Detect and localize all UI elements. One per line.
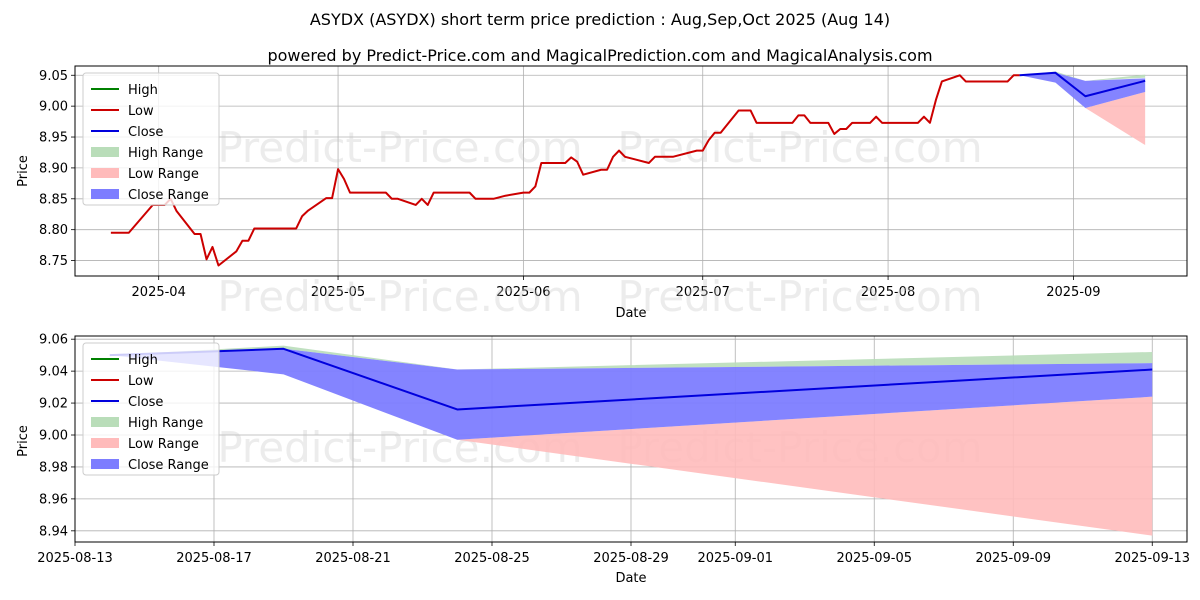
y-axis-label: Price [16,425,31,457]
y-tick-label: 8.85 [39,192,68,207]
legend-swatch-close-range [91,459,119,469]
y-tick-label: 8.94 [39,524,68,539]
legend-label: High [128,83,158,98]
x-tick-label: 2025-06 [496,285,550,300]
y-tick-label: 8.95 [39,131,68,146]
legend-swatch-high-range [91,147,119,157]
chart-title: ASYDX (ASYDX) short term price predictio… [309,10,891,29]
legend-label: Close Range [128,188,209,203]
x-tick-label: 2025-07 [676,285,730,300]
close-range-band [1019,72,1146,108]
legend-label: High Range [128,416,203,431]
watermark-text: Predict-Price.com [217,123,582,172]
chart-panel-2: 8.94 8.96 8.98 9.00 9.02 9.04 9.06 2025-08-13 20… [16,333,1190,586]
legend-label: Low [128,104,154,119]
x-tick-label: 2025-09-13 [1114,551,1190,566]
legend-label: Close [128,395,163,410]
low-range-band [109,355,1153,536]
high-range-band [109,345,1153,370]
y-tick-label: 9.04 [39,365,68,380]
legend-swatch-low-range [91,438,119,448]
legend: High Low Close High Range Low Range Close Ran… [82,342,220,476]
x-axis-label: Date [615,306,646,321]
x-tick-label: 2025-08-13 [37,551,113,566]
close-range-band [109,348,1153,440]
high-range-band [1019,71,1146,81]
x-tick-label: 2025-09-05 [836,551,912,566]
low-range-band [1019,75,1146,146]
y-tick-label: 8.80 [39,223,68,238]
y-tick-label: 8.96 [39,492,68,507]
x-axis-label: Date [615,571,646,586]
legend: High Low Close High Range Low Range Close Ran… [82,72,220,206]
y-tick-label: 8.90 [39,161,68,176]
chart-panel-1: 8.75 8.80 8.85 8.90 8.95 9.00 9.05 2025-04 2025-… [16,65,1188,321]
legend-label: Low Range [128,437,199,452]
x-tick-label: 2025-08-17 [176,551,252,566]
x-tick-label: 2025-05 [311,285,365,300]
plot-frame [74,65,1188,277]
legend-swatch-high-range [91,417,119,427]
x-tick-label: 2025-09-09 [975,551,1051,566]
x-tick-label: 2025-08-29 [593,551,669,566]
x-tick-label: 2025-09-01 [697,551,773,566]
watermark-text: Predict-Price.com [617,272,982,321]
y-tick-label: 9.06 [39,333,68,348]
legend-label: Close Range [128,458,209,473]
x-tick-label: 2025-08 [861,285,915,300]
plot-frame [74,335,1188,543]
legend-swatch-low-range [91,168,119,178]
y-tick-label: 9.02 [39,397,68,412]
legend-label: Low [128,374,154,389]
legend-label: High [128,353,158,368]
x-tick-label: 2025-04 [132,285,186,300]
y-tick-label: 9.05 [39,69,68,84]
y-axis-label: Price [16,155,31,187]
x-tick-label: 2025-08-25 [454,551,530,566]
chart-subtitle: powered by Predict-Price.com and Magical… [267,46,933,65]
x-tick-label: 2025-08-21 [315,551,391,566]
watermark-text: Predict-Price.com [217,272,582,321]
y-tick-label: 8.75 [39,254,68,269]
low-series-line [110,74,1020,267]
y-tick-label: 9.00 [39,100,68,115]
legend-label: Close [128,125,163,140]
watermark-text: Predict-Price.com [617,123,982,172]
legend-label: High Range [128,146,203,161]
legend-label: Low Range [128,167,199,182]
y-tick-label: 8.98 [39,460,68,475]
x-tick-label: 2025-09 [1046,285,1100,300]
y-tick-label: 9.00 [39,429,68,444]
close-series-line [1019,71,1146,98]
legend-swatch-close-range [91,189,119,199]
